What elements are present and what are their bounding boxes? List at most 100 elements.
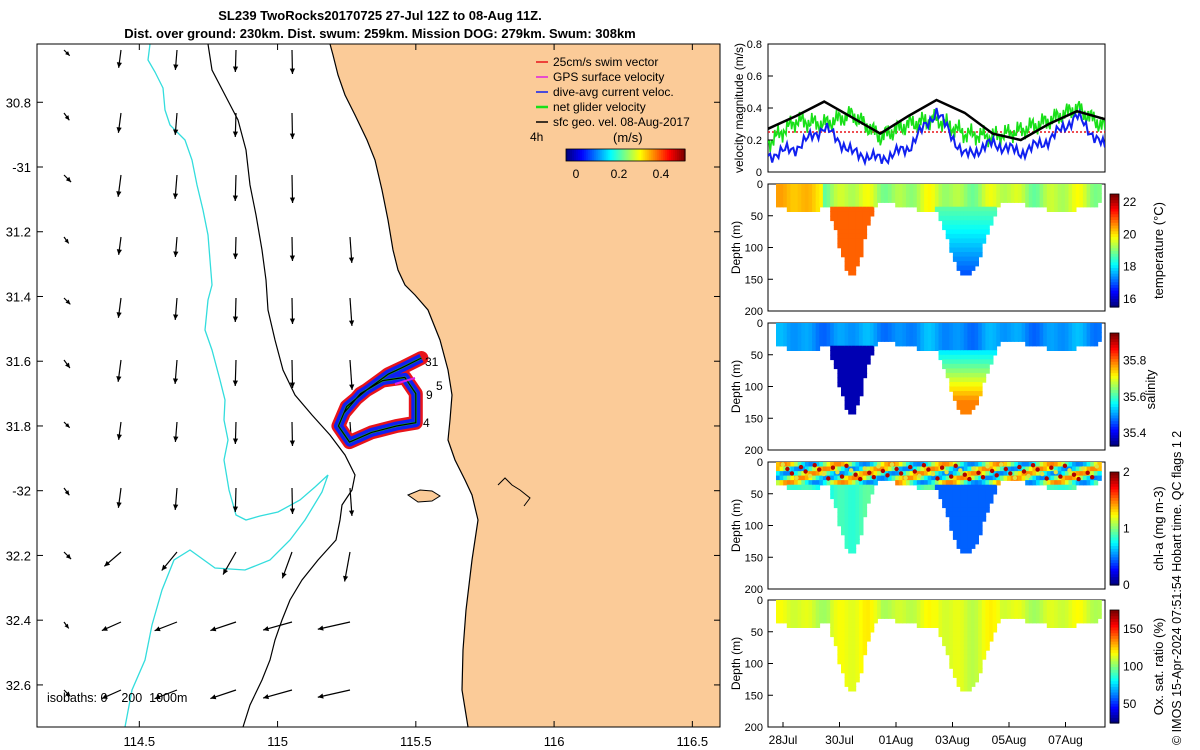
velocity-arrow <box>262 621 293 632</box>
colorbar-tick-label: 150 <box>1123 622 1143 636</box>
colorbar-tick-label: 35.6 <box>1123 390 1147 404</box>
velocity-arrow <box>116 487 122 508</box>
section-ytick-label: 0 <box>757 595 763 607</box>
colorbar-tick-label: 18 <box>1123 260 1137 274</box>
vel-series-geo <box>768 98 1105 142</box>
colorbar-tick-label: 1 <box>1123 522 1130 536</box>
speed-cbar-tick-2: 0.4 <box>653 167 670 181</box>
section-ytick-label: 200 <box>745 445 763 457</box>
velocity-arrow <box>232 236 239 260</box>
section-ytick-label: 0 <box>757 179 763 191</box>
velocity-arrow <box>232 359 238 387</box>
colorbar-tick-label: 50 <box>1123 697 1137 711</box>
velocity-arrow <box>281 551 293 579</box>
section-ytick-label: 200 <box>745 584 763 596</box>
time-tick-label: 01Aug <box>879 733 914 747</box>
velocity-panel: 0 0.2 0.4 0.6 0.8 velocity magnitude (m/s) <box>732 39 1106 179</box>
map-ytick-label: -32 <box>12 484 31 499</box>
velocity-arrow <box>154 689 178 700</box>
velocity-arrow <box>289 359 296 389</box>
velocity-arrow <box>173 487 179 510</box>
section-ytick-label: 150 <box>745 690 763 702</box>
time-tick-label: 03Aug <box>935 733 970 747</box>
velocity-arrow <box>154 621 178 632</box>
map-ytick-label: 32.2 <box>6 548 31 563</box>
velocity-arrow <box>116 112 122 133</box>
section-ytick-label: 150 <box>745 274 763 286</box>
velocity-arrow <box>289 49 295 75</box>
label-4h: 4h <box>530 130 543 144</box>
isobath-1000m <box>124 44 329 727</box>
velocity-arrow <box>116 236 122 255</box>
time-tick-label: 07Aug <box>1048 733 1083 747</box>
velocity-arrow <box>116 297 122 318</box>
vel-ytick-label: 0.4 <box>747 103 762 115</box>
track-day-label-5: 5 <box>436 379 443 393</box>
map-xtick-label: 115 <box>267 734 288 749</box>
section-colorbar: 35.4 35.6 35.8 salinity <box>1109 332 1158 447</box>
glider-track <box>331 351 429 450</box>
section-panel-salinity: 0 50 100 150 200 Depth (m) 35.4 35.6 35.8 salinit… <box>729 318 1158 457</box>
velocity-arrow <box>103 551 122 567</box>
chart-title-line2: Dist. over ground: 230km. Dist. swum: 25… <box>124 26 636 41</box>
legend-item-swim: 25cm/s swim vector <box>536 55 658 69</box>
map-ytick-label: -31 <box>12 160 31 175</box>
section-colorbar: 16 18 20 22 temperature (°C) <box>1109 193 1166 308</box>
velocity-arrow <box>289 421 295 447</box>
section-ytick-label: 50 <box>751 350 763 362</box>
copyright-note: © IMOS 15-Apr-2024 07:51:54 Hobart time.… <box>1170 430 1184 745</box>
isobaths-label: isobaths: 0 200 1000m <box>47 691 187 705</box>
velocity-arrow <box>161 551 178 571</box>
velocity-arrow <box>232 112 239 138</box>
velocity-arrow <box>172 359 179 384</box>
map-ytick-label: 31.2 <box>6 225 31 240</box>
map-xtick-label: 116 <box>544 734 565 749</box>
velocity-arrow <box>289 112 296 140</box>
chart-title-line1: SL239 TwoRocks20170725 27-Jul 12Z to 08-… <box>218 8 542 23</box>
legend-label-glider: net glider velocity <box>553 100 646 114</box>
velocity-arrow <box>101 689 122 700</box>
vel-ytick-label: 0 <box>756 167 762 179</box>
velocity-arrow <box>63 112 70 121</box>
velocity-arrow <box>172 174 179 199</box>
colorbar-label: temperature (°C) <box>1151 202 1166 299</box>
velocity-arrow <box>232 49 239 73</box>
velocity-arrow <box>116 174 122 197</box>
section-ytick-label: 150 <box>745 413 763 425</box>
garden-island-coast <box>497 477 531 507</box>
velocity-arrow <box>262 689 293 700</box>
velocity-arrow <box>343 551 351 582</box>
map-ytick-label: 31.8 <box>6 419 31 434</box>
section-ylabel: Depth (m) <box>729 360 743 413</box>
colorbar-tick-label: 100 <box>1123 660 1143 674</box>
colorbar-label: Ox. sat. ratio (%) <box>1151 618 1166 716</box>
velocity-arrow <box>348 297 355 326</box>
legend-label-gps: GPS surface velocity <box>553 70 664 84</box>
velocity-arrow <box>173 112 179 135</box>
map-plot: 114.5 115 115.5 116 116.5 30.8 -31 31.2 31.4 31.6… <box>6 43 721 749</box>
vel-ytick-label: 0.2 <box>747 135 762 147</box>
velocity-arrow <box>210 621 237 632</box>
velocity-arrow <box>63 359 71 369</box>
section-ytick-label: 0 <box>757 457 763 469</box>
map-frame <box>36 43 721 728</box>
time-tick-label: 05Aug <box>992 733 1027 747</box>
velocity-ylabel: velocity magnitude (m/s) <box>732 43 746 173</box>
isobath-200m <box>207 44 356 727</box>
colorbar-tick-label: 35.8 <box>1123 353 1147 367</box>
colorbar-tick-label: 35.4 <box>1123 426 1147 440</box>
velocity-arrow <box>348 487 355 516</box>
velocity-arrow <box>232 174 238 202</box>
track-line <box>337 357 422 443</box>
section-ytick-label: 100 <box>745 521 763 533</box>
section-cells <box>776 600 1102 692</box>
velocity-arrow <box>173 297 179 320</box>
velocity-arrow <box>289 174 296 204</box>
velocity-arrow <box>116 49 122 68</box>
section-cells <box>776 184 1102 276</box>
velocity-arrow <box>173 421 179 442</box>
section-ytick-label: 200 <box>745 722 763 734</box>
coastline <box>329 44 479 727</box>
